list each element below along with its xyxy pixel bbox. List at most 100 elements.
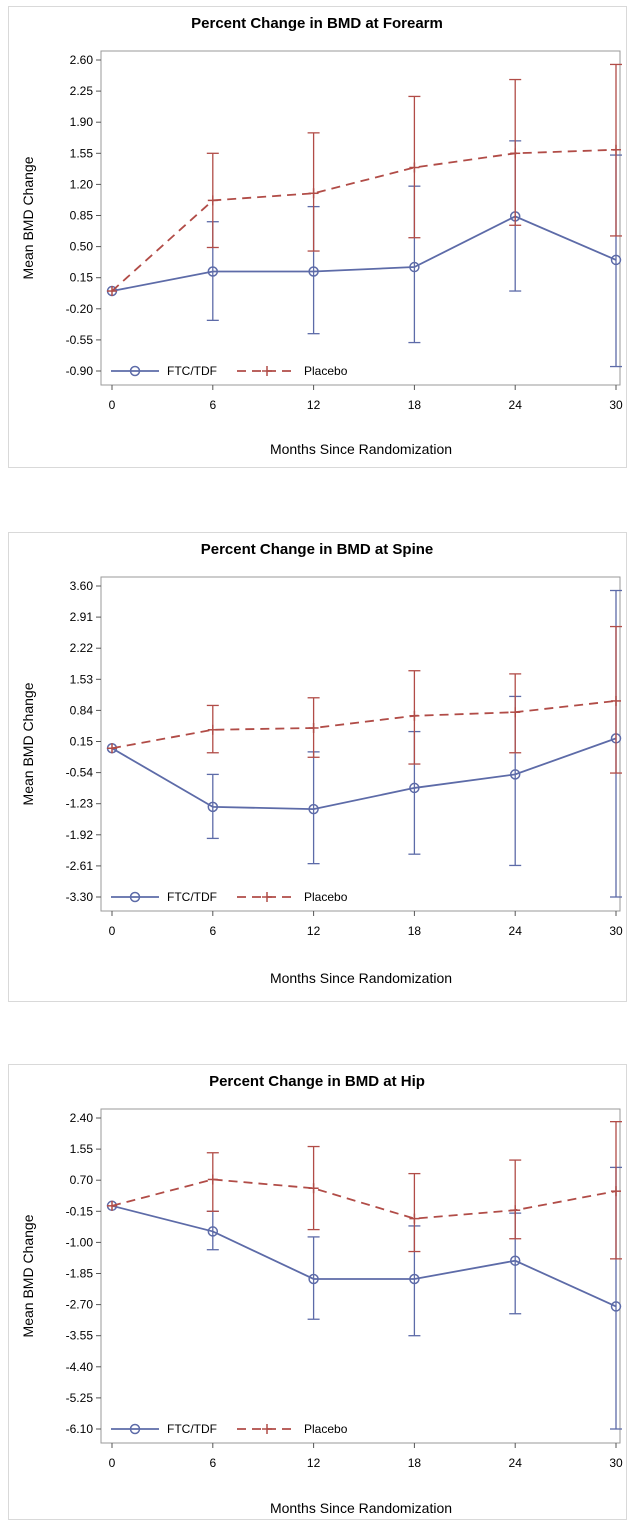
data-point	[509, 769, 521, 780]
data-point	[610, 254, 622, 266]
series-line	[111, 215, 617, 292]
y-tick-label: -0.20	[66, 302, 94, 316]
x-tick-label: 6	[209, 398, 216, 412]
data-point	[308, 1273, 319, 1285]
y-axis-label: Mean BMD Change	[20, 156, 36, 279]
x-tick-label: 12	[307, 398, 321, 412]
legend-marker-ftc	[129, 365, 141, 377]
data-point	[207, 266, 219, 277]
y-axis-label: Mean BMD Change	[20, 1214, 36, 1337]
y-tick-label: 1.20	[70, 177, 94, 191]
x-tick-label: 30	[609, 1456, 623, 1470]
y-tick-label: -3.55	[66, 1329, 94, 1343]
x-tick-label: 0	[109, 398, 116, 412]
x-tick-label: 0	[109, 1456, 116, 1470]
x-axis-label: Months Since Randomization	[270, 970, 452, 986]
chart-spine: Percent Change in BMD at Spine 3.60 2.91 2.…	[20, 541, 623, 986]
data-point	[510, 148, 521, 159]
data-point	[107, 286, 117, 297]
chart-hip: Percent Change in BMD at Hip 2.40 1.55 0.70…	[20, 1073, 623, 1516]
x-tick-label: 24	[509, 398, 523, 412]
chart-forearm: Percent Change in BMD at Forearm 2.60 2.25…	[20, 15, 623, 457]
legend-label-placebo: Placebo	[304, 1422, 348, 1436]
series-line	[111, 1178, 617, 1220]
data-point	[509, 1255, 521, 1266]
x-axis-label: Months Since Randomization	[270, 1500, 452, 1516]
series-0	[106, 140, 622, 368]
series-1	[107, 63, 622, 297]
data-point	[308, 266, 319, 277]
y-tick-label: -4.40	[66, 1360, 94, 1374]
chart-title: Percent Change in BMD at Spine	[201, 541, 434, 558]
data-point	[107, 743, 117, 754]
y-tick-label: -1.92	[66, 828, 94, 842]
legend-label-placebo: Placebo	[304, 364, 348, 378]
chart-panel-spine: Percent Change in BMD at Spine 3.60 2.91 2.…	[8, 532, 627, 1002]
plot-frame	[100, 1108, 621, 1444]
y-tick-label: -2.70	[66, 1298, 94, 1312]
y-tick-label: 2.91	[70, 610, 94, 624]
y-tick-label: 2.25	[70, 84, 94, 98]
y-tick-label: -0.55	[66, 333, 94, 347]
y-tick-label: 0.70	[70, 1173, 94, 1187]
x-tick-label: 24	[509, 924, 523, 938]
y-tick-label: 0.84	[70, 703, 94, 717]
y-tick-label: -1.23	[66, 797, 94, 811]
legend-label-ftc: FTC/TDF	[167, 1422, 217, 1436]
x-tick-label: 18	[408, 924, 422, 938]
legend-label-placebo: Placebo	[304, 890, 348, 904]
chart-panel-hip: Percent Change in BMD at Hip 2.40 1.55 0.70…	[8, 1064, 627, 1520]
series-1	[107, 1121, 622, 1260]
data-point	[308, 722, 319, 733]
plot-frame	[100, 576, 621, 912]
plot-frame	[100, 50, 621, 386]
data-point	[308, 803, 319, 815]
y-tick-label: -0.15	[66, 1204, 94, 1218]
y-tick-label: 2.40	[70, 1111, 94, 1125]
data-point	[611, 144, 621, 155]
y-tick-label: -0.54	[66, 766, 94, 780]
data-point	[308, 188, 319, 199]
x-tick-label: 30	[609, 924, 623, 938]
x-tick-label: 30	[609, 398, 623, 412]
legend-marker-ftc	[129, 1423, 141, 1435]
data-point	[409, 162, 420, 173]
y-tick-label: -3.30	[66, 890, 94, 904]
data-point	[611, 695, 621, 706]
y-tick-label: -1.85	[66, 1267, 94, 1281]
series-line	[111, 700, 617, 750]
series-0	[106, 589, 622, 898]
data-point	[409, 710, 420, 721]
y-tick-label: 2.22	[70, 641, 94, 655]
y-tick-label: 0.15	[70, 271, 94, 285]
legend-label-ftc: FTC/TDF	[167, 364, 217, 378]
x-axis-label: Months Since Randomization	[270, 441, 452, 457]
series-1	[107, 625, 622, 774]
data-point	[207, 1174, 218, 1185]
y-tick-label: 3.60	[70, 579, 94, 593]
y-tick-label: -2.61	[66, 859, 94, 873]
x-tick-label: 0	[109, 924, 116, 938]
data-point	[308, 1183, 319, 1194]
data-point	[207, 1226, 219, 1237]
y-tick-label: 0.85	[70, 209, 94, 223]
x-tick-label: 18	[408, 1456, 422, 1470]
series-line	[111, 148, 617, 292]
y-tick-label: 0.15	[70, 735, 94, 749]
data-point	[207, 195, 218, 206]
data-point	[510, 1205, 521, 1216]
x-tick-label: 12	[307, 1456, 321, 1470]
data-point	[107, 1200, 117, 1211]
data-point	[409, 782, 420, 794]
y-tick-label: 1.90	[70, 115, 94, 129]
y-axis-label: Mean BMD Change	[20, 682, 36, 805]
y-tick-label: 2.60	[70, 53, 94, 67]
legend-label-ftc: FTC/TDF	[167, 890, 217, 904]
data-point	[409, 1213, 420, 1224]
y-tick-label: 1.55	[70, 1142, 94, 1156]
series-line	[111, 737, 617, 811]
data-point	[610, 1301, 622, 1312]
series-line	[111, 1204, 617, 1308]
y-tick-label: 0.50	[70, 240, 94, 254]
y-tick-label: -6.10	[66, 1422, 94, 1436]
